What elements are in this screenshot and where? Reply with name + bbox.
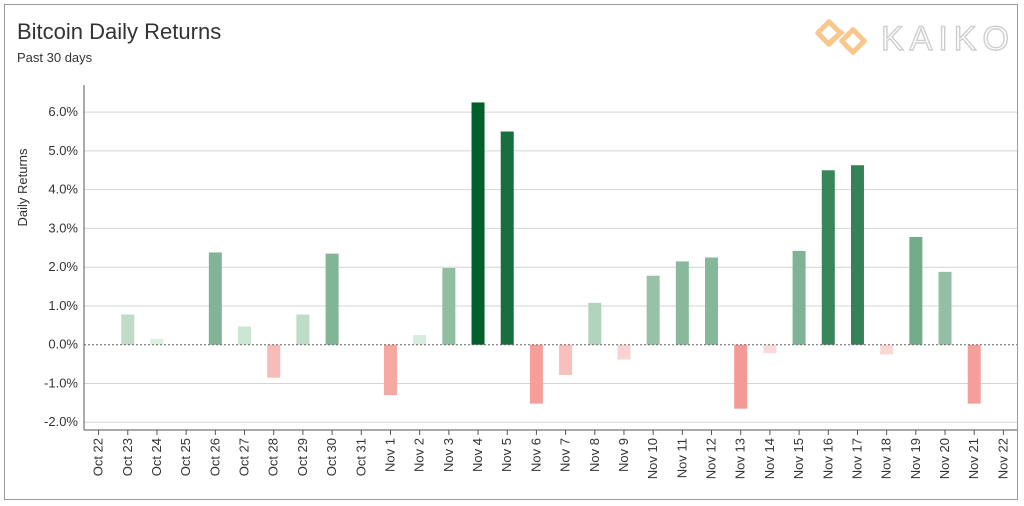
- x-tick-label: Nov 15: [791, 438, 806, 479]
- kaiko-logo-text: KAIKO: [881, 20, 1015, 58]
- x-tick-label: Nov 5: [499, 438, 514, 472]
- x-tick-label: Nov 22: [995, 438, 1010, 479]
- x-tick-label: Oct 26: [207, 438, 222, 476]
- bar: [734, 344, 748, 409]
- bars: [121, 102, 981, 409]
- chart-title: Bitcoin Daily Returns: [17, 19, 222, 44]
- y-tick-label: -1.0%: [44, 375, 78, 390]
- x-tick-labels: Oct 22 Oct 23 Oct 24 Oct 25 Oct 26 Oct 27 Oct …: [91, 438, 1011, 479]
- bar: [588, 302, 602, 345]
- x-tick-label: Oct 28: [266, 438, 281, 476]
- bar: [150, 338, 164, 345]
- chart-subtitle: Past 30 days: [17, 50, 93, 65]
- bar: [442, 267, 456, 345]
- x-tick-label: Oct 29: [295, 438, 310, 476]
- x-tick-label: Oct 24: [149, 438, 164, 476]
- bar-chart: -2.0% -1.0% 0.0% 1.0% 2.0% 3.0% 4.0% 5.0% 6.0% O…: [15, 85, 1017, 479]
- x-tick-label: Nov 8: [587, 438, 602, 472]
- x-tick-label: Nov 21: [966, 438, 981, 479]
- bar: [208, 252, 222, 345]
- chart-frame: Bitcoin Daily Returns Past 30 days KAIKO…: [4, 4, 1018, 500]
- bar: [646, 275, 660, 345]
- x-tick-label: Oct 27: [237, 438, 252, 476]
- bar: [296, 314, 310, 345]
- kaiko-logo-icon: [815, 19, 867, 55]
- bar: [500, 131, 514, 345]
- bar: [938, 271, 952, 345]
- bar: [325, 253, 339, 345]
- bar: [238, 326, 252, 345]
- x-tick-label: Nov 14: [762, 438, 777, 479]
- x-tick-label: Nov 9: [616, 438, 631, 472]
- bar: [705, 257, 719, 345]
- x-tick-label: Nov 19: [908, 438, 923, 479]
- y-tick-label: 5.0%: [48, 143, 78, 158]
- bar: [267, 344, 281, 378]
- bar: [121, 314, 135, 345]
- x-tick-label: Nov 16: [820, 438, 835, 479]
- bar: [675, 261, 689, 345]
- bar: [880, 344, 894, 355]
- x-tick-label: Nov 6: [528, 438, 543, 472]
- axes: [83, 85, 1017, 435]
- y-tick-labels: -2.0% -1.0% 0.0% 1.0% 2.0% 3.0% 4.0% 5.0% 6.0%: [44, 104, 78, 429]
- bar: [792, 250, 806, 345]
- x-tick-label: Oct 23: [120, 438, 135, 476]
- bar: [617, 344, 631, 360]
- x-tick-label: Nov 18: [879, 438, 894, 479]
- y-tick-label: 3.0%: [48, 220, 78, 235]
- y-tick-label: 1.0%: [48, 298, 78, 313]
- y-axis-label: Daily Returns: [15, 148, 30, 227]
- y-tick-label: 0.0%: [48, 337, 78, 352]
- y-tick-label: 6.0%: [48, 104, 78, 119]
- x-tick-label: Nov 2: [412, 438, 427, 472]
- y-tick-label: 4.0%: [48, 182, 78, 197]
- x-tick-label: Nov 1: [382, 438, 397, 472]
- bar: [763, 344, 777, 354]
- x-tick-label: Nov 17: [849, 438, 864, 479]
- x-tick-label: Nov 4: [470, 438, 485, 472]
- kaiko-logo: KAIKO: [815, 19, 1015, 59]
- x-tick-label: Nov 3: [441, 438, 456, 472]
- bar: [559, 344, 573, 375]
- bar: [383, 344, 397, 396]
- bar: [850, 165, 864, 345]
- x-tick-label: Nov 12: [704, 438, 719, 479]
- x-tick-label: Oct 30: [324, 438, 339, 476]
- bar: [909, 236, 923, 345]
- x-tick-label: Oct 31: [353, 438, 368, 476]
- x-tick-label: Nov 10: [645, 438, 660, 479]
- bar: [821, 170, 835, 345]
- bar: [529, 344, 543, 404]
- x-tick-label: Nov 13: [733, 438, 748, 479]
- bar: [967, 344, 981, 404]
- y-tick-label: -2.0%: [44, 414, 78, 429]
- gridlines: [84, 111, 1017, 423]
- x-tick-label: Nov 20: [937, 438, 952, 479]
- x-tick-label: Nov 7: [558, 438, 573, 472]
- x-tick-label: Nov 11: [674, 438, 689, 478]
- bar: [471, 102, 485, 345]
- bar: [413, 335, 427, 345]
- x-tick-label: Oct 25: [178, 438, 193, 476]
- y-tick-label: 2.0%: [48, 259, 78, 274]
- x-tick-label: Oct 22: [91, 438, 106, 476]
